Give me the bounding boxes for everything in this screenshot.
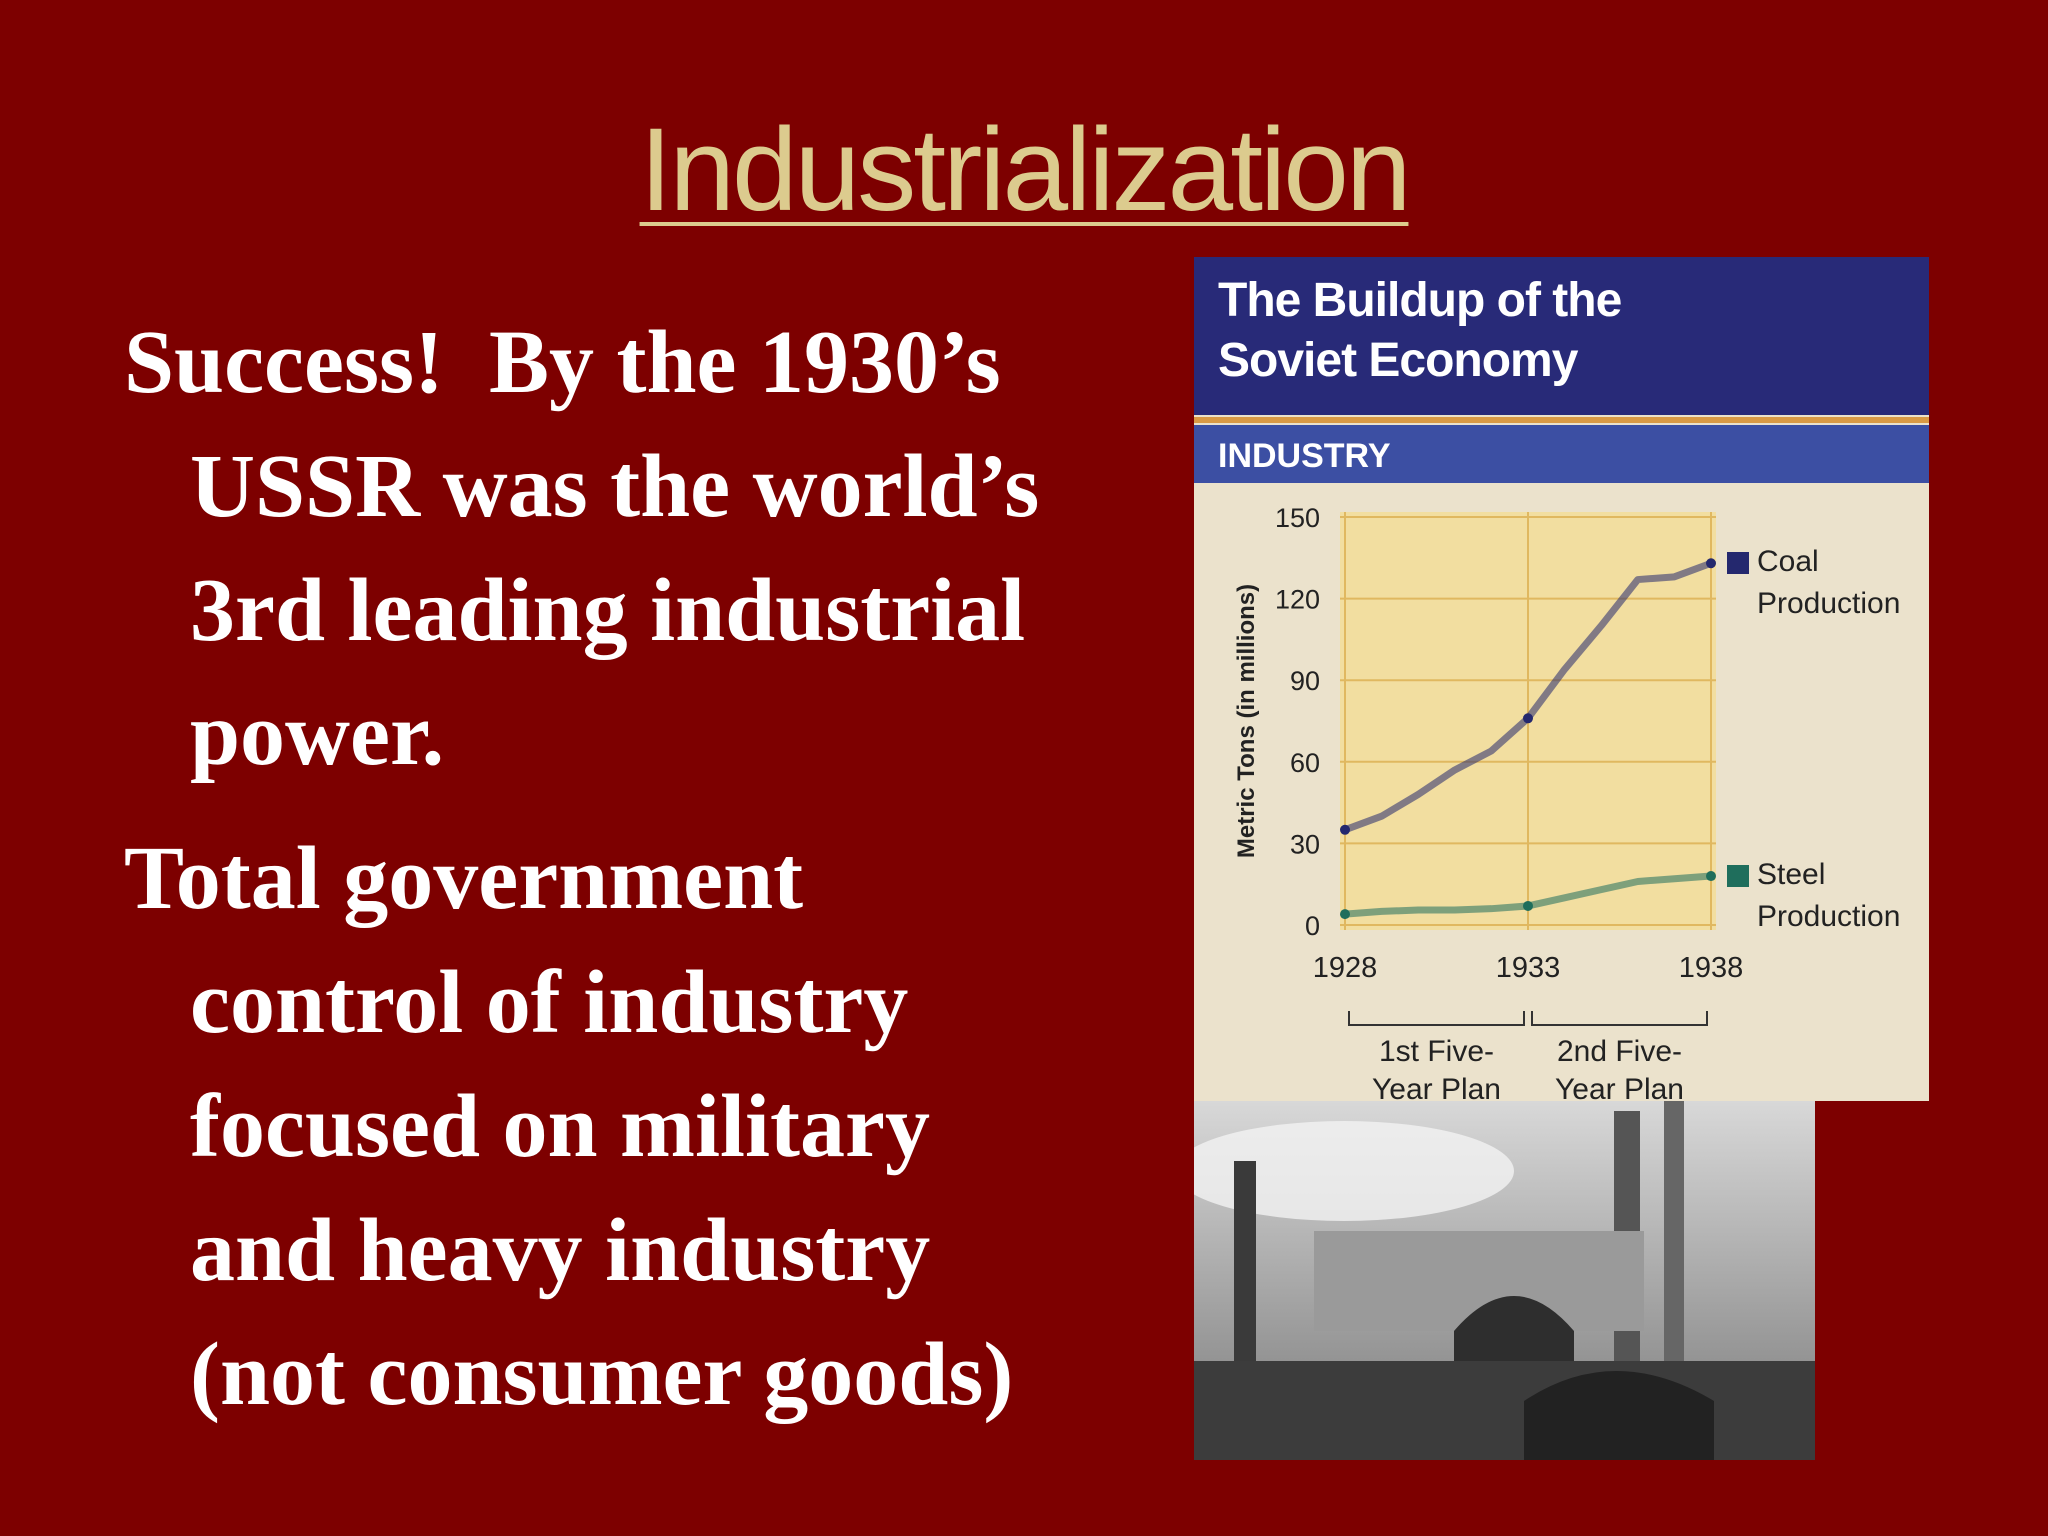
- point: [1706, 558, 1716, 569]
- y-tick-label: 90: [1290, 666, 1320, 696]
- bullet-line: Total government: [124, 829, 804, 928]
- y-tick-label: 120: [1275, 585, 1320, 615]
- chart-subtitle: INDUSTRY: [1218, 437, 1391, 475]
- chimney: [1234, 1161, 1256, 1361]
- point: [1340, 909, 1350, 920]
- subtitle-band: [1194, 425, 1929, 483]
- pipe: [1524, 1371, 1714, 1460]
- slide-title: Industrialization: [639, 104, 1412, 236]
- bullet-line: and heavy industry: [190, 1201, 931, 1300]
- y-tick-label: 60: [1290, 748, 1320, 778]
- legend-swatch: [1727, 552, 1749, 575]
- factory-photo: [1194, 1101, 1815, 1460]
- bullet-line: (not consumer goods): [190, 1325, 1014, 1424]
- foreground: [1194, 1361, 1815, 1460]
- x-tick-label: 1933: [1496, 952, 1561, 984]
- point: [1706, 871, 1716, 882]
- legend-label: Coal Production: [1757, 545, 1901, 621]
- chart: INDUSTRY 0 30 60 90 120 150 1928 1933 1938 Metric…: [1194, 257, 1929, 1026]
- x-tick-label: 1938: [1679, 952, 1744, 984]
- y-axis-label: Metric Tons (in millions): [1233, 584, 1260, 858]
- point: [1340, 824, 1350, 835]
- slide-title-box: Industrialization: [0, 100, 2048, 240]
- header-rule: [1194, 417, 1929, 423]
- bullet-line: Success! By the 1930’s: [124, 313, 1001, 412]
- bullet-line: power.: [190, 685, 445, 784]
- legend-swatch: [1727, 865, 1749, 888]
- photo-art: [1194, 1101, 1815, 1460]
- plan-label: 2nd Five-Year Plan: [1555, 1035, 1684, 1101]
- plan-bracket: [1348, 1011, 1525, 1026]
- y-tick-label: 150: [1275, 503, 1320, 533]
- chart-panel: INDUSTRY 0 30 60 90 120 150 1928 1933 1938 Metric…: [1194, 257, 1929, 1101]
- point: [1523, 900, 1533, 911]
- bullet-list: Success! By the 1930’s USSR was the world…: [124, 301, 1184, 1457]
- bullet-line: 3rd leading industrial: [190, 561, 1026, 660]
- chimney: [1664, 1101, 1684, 1361]
- plan-label: 1st Five-Year Plan: [1372, 1035, 1501, 1101]
- y-tick-label: 0: [1305, 911, 1320, 941]
- bullet: Total government control of industry focus…: [124, 817, 1184, 1437]
- bullet: Success! By the 1930’s USSR was the world…: [124, 301, 1184, 797]
- bullet-line: USSR was the world’s: [190, 437, 1040, 536]
- bullet-line: focused on military: [190, 1077, 930, 1176]
- legend-label: Steel Production: [1757, 858, 1901, 934]
- bullet-line: control of industry: [190, 953, 909, 1052]
- chart-title: The Buildup of the Soviet Economy: [1218, 274, 1622, 387]
- point: [1523, 713, 1533, 724]
- smoke: [1194, 1121, 1514, 1221]
- y-tick-label: 30: [1290, 829, 1320, 859]
- chart-header: [1194, 257, 1929, 415]
- x-tick-label: 1928: [1313, 952, 1378, 984]
- plan-bracket: [1531, 1011, 1708, 1026]
